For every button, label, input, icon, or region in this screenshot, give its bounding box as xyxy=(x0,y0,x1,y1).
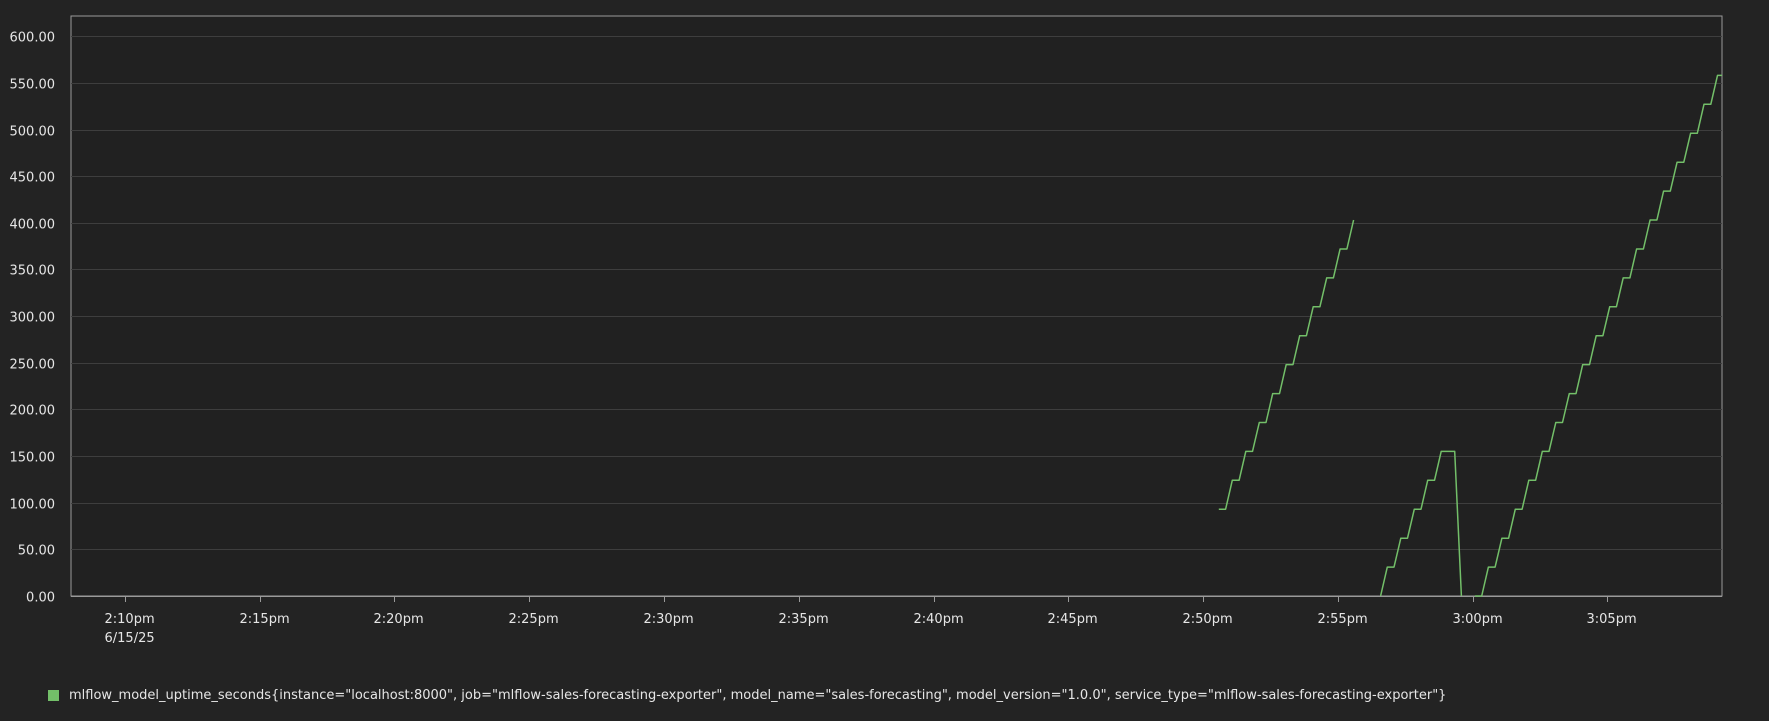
x-tick-label: 2:25pm xyxy=(509,612,559,627)
series-line xyxy=(1379,450,1463,597)
series-line xyxy=(1218,219,1355,510)
x-tick-label: 2:55pm xyxy=(1318,612,1368,627)
x-tick-label: 2:10pm xyxy=(105,612,155,627)
legend-swatch xyxy=(48,690,59,701)
x-tick-label: 2:15pm xyxy=(240,612,290,627)
x-tick-date-label: 6/15/25 xyxy=(105,631,155,646)
y-tick-label: 500.00 xyxy=(10,125,56,140)
y-tick-label: 350.00 xyxy=(10,264,56,279)
x-tick-label: 3:00pm xyxy=(1453,612,1503,627)
y-tick-label: 400.00 xyxy=(10,218,56,233)
x-tick-label: 2:45pm xyxy=(1048,612,1098,627)
y-tick-label: 250.00 xyxy=(10,358,56,373)
y-tick-label: 200.00 xyxy=(10,404,56,419)
legend-series-label[interactable]: mlflow_model_uptime_seconds{instance="lo… xyxy=(69,688,1447,703)
y-tick-label: 150.00 xyxy=(10,451,56,466)
y-tick-label: 450.00 xyxy=(10,171,56,186)
y-tick-label: 550.00 xyxy=(10,78,56,93)
x-tick-label: 2:20pm xyxy=(374,612,424,627)
chart-svg: 0.00 50.00 100.00 150.00 200.00 250.00 300.00 3… xyxy=(10,15,1723,646)
x-tick-label: 2:50pm xyxy=(1183,612,1233,627)
y-tick-label: 300.00 xyxy=(10,311,56,326)
x-tick-label: 3:05pm xyxy=(1587,612,1637,627)
y-tick-label: 0.00 xyxy=(26,591,55,606)
x-tick-label: 2:40pm xyxy=(914,612,964,627)
y-tick-label: 100.00 xyxy=(10,498,56,513)
uptime-chart: 0.00 50.00 100.00 150.00 200.00 250.00 300.00 3… xyxy=(10,15,1723,646)
x-tick-label: 2:35pm xyxy=(779,612,829,627)
y-tick-label: 600.00 xyxy=(10,31,56,46)
plot-area xyxy=(70,15,1723,597)
series-line xyxy=(1474,74,1722,597)
y-tick-label: 50.00 xyxy=(18,544,55,559)
x-tick-label: 2:30pm xyxy=(644,612,694,627)
legend[interactable]: mlflow_model_uptime_seconds{instance="lo… xyxy=(48,688,1446,703)
